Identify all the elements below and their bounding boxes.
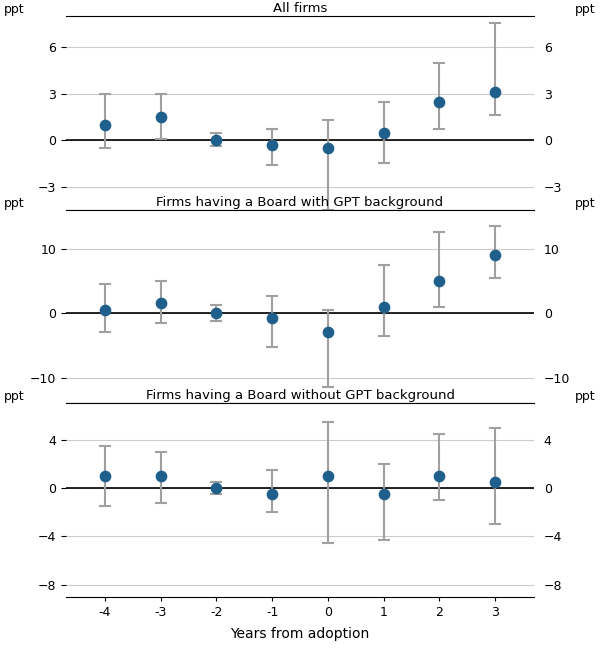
- Text: ppt: ppt: [575, 3, 596, 16]
- Point: [268, 140, 277, 150]
- Point: [434, 471, 444, 482]
- Text: ppt: ppt: [4, 197, 25, 210]
- Point: [100, 471, 110, 482]
- Point: [490, 250, 500, 260]
- Point: [212, 308, 221, 318]
- Title: Firms having a Board with GPT background: Firms having a Board with GPT background: [157, 195, 443, 209]
- Point: [100, 304, 110, 315]
- Point: [212, 483, 221, 493]
- Point: [156, 298, 166, 309]
- Title: All firms: All firms: [273, 2, 327, 15]
- Point: [156, 112, 166, 122]
- Point: [268, 313, 277, 323]
- Point: [323, 471, 332, 482]
- Text: ppt: ppt: [575, 390, 596, 403]
- Point: [490, 477, 500, 487]
- Text: ppt: ppt: [4, 390, 25, 403]
- Point: [379, 489, 388, 499]
- Point: [434, 96, 444, 107]
- Point: [490, 87, 500, 98]
- Point: [379, 127, 388, 138]
- Point: [379, 302, 388, 312]
- Text: ppt: ppt: [4, 3, 25, 16]
- Point: [156, 471, 166, 482]
- Point: [212, 135, 221, 146]
- Point: [323, 143, 332, 154]
- Title: Firms having a Board without GPT background: Firms having a Board without GPT backgro…: [146, 389, 455, 402]
- Point: [100, 119, 110, 130]
- Point: [323, 327, 332, 338]
- Text: ppt: ppt: [575, 197, 596, 210]
- Point: [434, 276, 444, 286]
- X-axis label: Years from adoption: Years from adoption: [230, 627, 370, 642]
- Point: [268, 489, 277, 499]
